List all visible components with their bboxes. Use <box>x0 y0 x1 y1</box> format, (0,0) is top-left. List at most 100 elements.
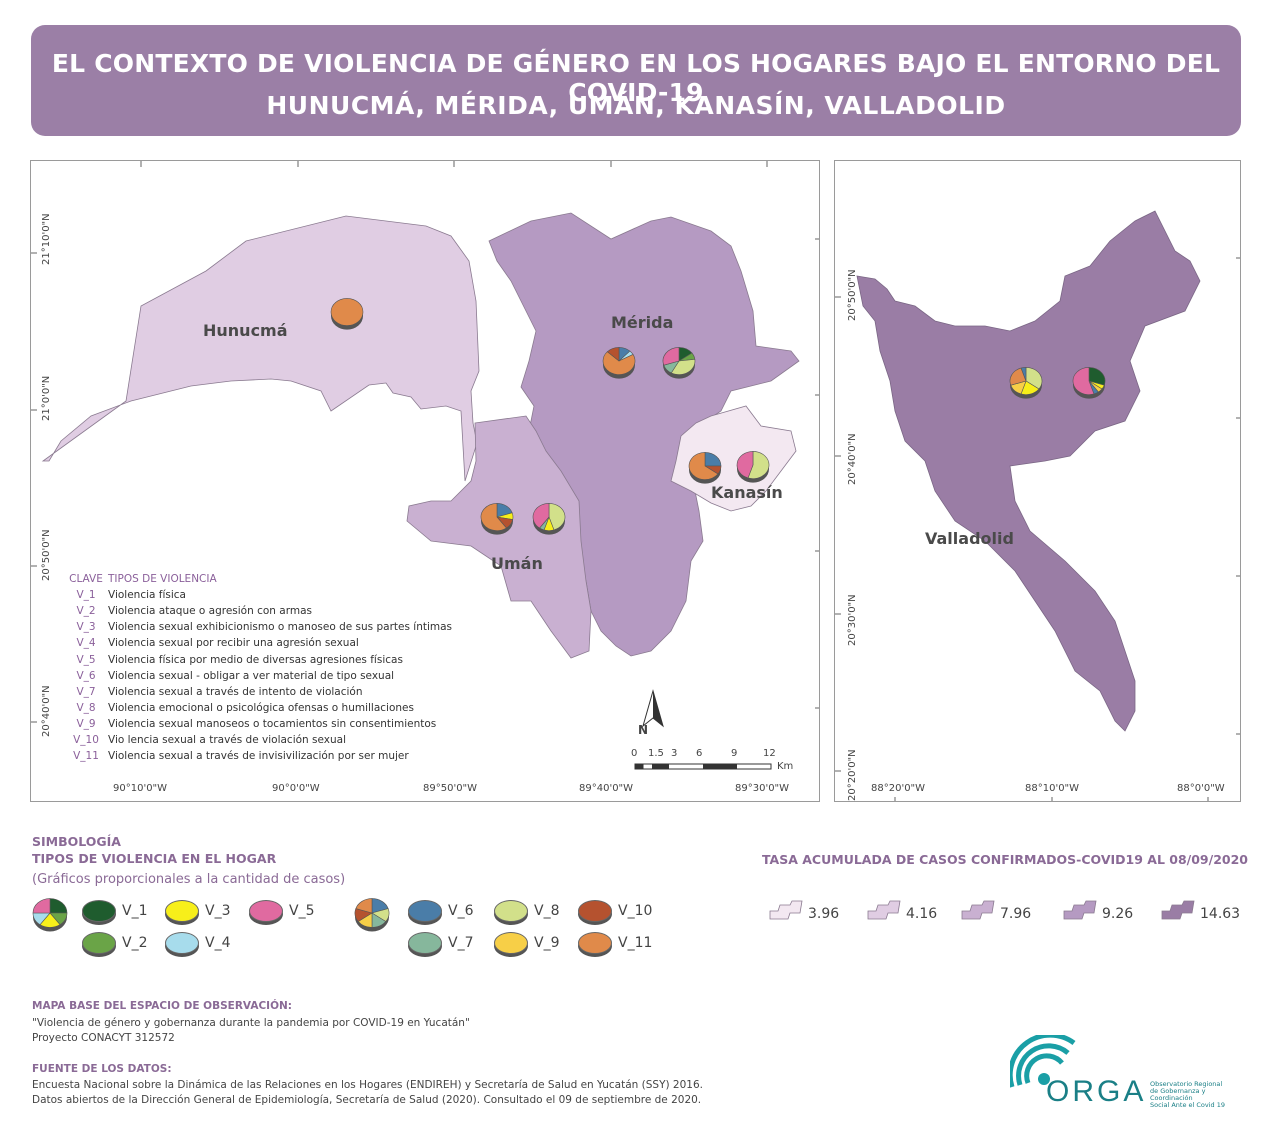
uman-area <box>406 415 592 659</box>
rate-swatch <box>961 900 995 920</box>
lat-label: 20°40'0"N <box>847 433 858 485</box>
symbology-item: V_10 <box>578 900 652 922</box>
pie-slice <box>371 908 390 922</box>
orga-line-2: de Gobernanza y Coordinación <box>1150 1087 1206 1102</box>
rate-swatch <box>867 900 901 920</box>
legend-row: V_5 Violencia física por medio de diversa… <box>64 651 452 667</box>
symbology-note: (Gráficos proporcionales a la cantidad d… <box>32 872 346 887</box>
scale-tick: 12 <box>763 748 776 759</box>
symbology-label: V_4 <box>205 935 231 951</box>
base-line-2: Proyecto CONACYT 312572 <box>32 1032 175 1044</box>
lon-label: 88°10'0"W <box>1025 783 1080 794</box>
color-swatch <box>165 900 199 922</box>
title-banner: EL CONTEXTO DE VIOLENCIA DE GÉNERO EN LO… <box>31 25 1241 136</box>
symbology-item: V_9 <box>494 932 559 954</box>
color-swatch <box>165 932 199 954</box>
legend-row: V_9 Violencia sexual manoseos o tocamient… <box>64 716 452 732</box>
symbology-title: SIMBOLOGÍA <box>32 834 121 849</box>
lat-label: 20°50'0"N <box>41 529 52 581</box>
legend-key: V_6 <box>76 669 96 682</box>
color-swatch <box>494 900 528 922</box>
pie-slice <box>354 908 373 922</box>
rate-swatch <box>1161 900 1195 920</box>
legend-label: Violencia sexual - obligar a ver materia… <box>108 669 395 682</box>
source-title: FUENTE DE LOS DATOS: <box>32 1063 172 1075</box>
pie-slice <box>1088 367 1106 386</box>
legend-row: V_1 Violencia física <box>64 587 452 603</box>
pie-slice <box>670 358 696 375</box>
symbology-item: V_7 <box>408 932 473 954</box>
symbology-subtitle: TIPOS DE VIOLENCIA EN EL HOGAR <box>32 851 277 866</box>
legend-label: Violencia sexual por recibir una agresió… <box>108 637 359 650</box>
pie-slice <box>1072 367 1095 395</box>
lon-label: 89°50'0"W <box>423 783 478 794</box>
legend-key: V_1 <box>76 589 96 602</box>
pies-left <box>330 298 770 535</box>
title-line-2: HUNUCMÁ, MÉRIDA, UMÁN, KANASÍN, VALLADOL… <box>266 91 1006 120</box>
symbology-label: V_2 <box>122 935 148 951</box>
place-valladolid: Valladolid <box>925 529 1014 548</box>
base-title: MAPA BASE DEL ESPACIO DE OBSERVACIÓN: <box>32 1000 292 1012</box>
legend-label: Violencia sexual exhibicionismo o manose… <box>108 621 453 634</box>
symbology-label: V_10 <box>618 903 653 919</box>
color-swatch <box>249 900 283 922</box>
symbology-item: V_8 <box>494 900 559 922</box>
orga-line-3: Social Ante el Covid 19 <box>1150 1101 1226 1109</box>
color-swatch <box>82 900 116 922</box>
rate-value: 4.16 <box>906 906 938 922</box>
scale-tick: 1.5 <box>648 748 664 759</box>
place-merida: Mérida <box>611 313 674 332</box>
source-line-2: Datos abiertos de la Dirección General d… <box>32 1094 702 1106</box>
rate-class: 7.96 <box>960 898 1031 922</box>
legend-label: Violencia sexual a través de intento de … <box>108 685 363 698</box>
map-left-svg <box>31 161 819 770</box>
pie-slice <box>330 298 364 326</box>
symbology-item: V_4 <box>165 932 230 954</box>
symbology-item: V_5 <box>249 900 314 922</box>
symbology-item: V_2 <box>82 932 147 954</box>
legend-row: V_6 Violencia sexual - obligar a ver mate… <box>64 668 452 684</box>
pie-slice <box>662 347 680 366</box>
lon-label: 89°40'0"W <box>579 783 634 794</box>
pie-uman-a <box>480 503 514 535</box>
hunucma-area <box>41 215 480 482</box>
lat-label: 21°0'0"N <box>41 375 52 421</box>
orga-line-1: Observatorio Regional <box>1150 1080 1223 1088</box>
legend-key: V_3 <box>76 621 96 634</box>
rate-class: 3.96 <box>768 898 839 922</box>
lat-label: 21°10'0"N <box>41 213 52 265</box>
map-right-svg <box>835 210 1240 801</box>
pies-right <box>1009 367 1106 399</box>
color-swatch <box>408 900 442 922</box>
pie-hunucma <box>330 298 364 330</box>
pie-slice <box>1025 367 1043 390</box>
pie-slice <box>1020 367 1027 382</box>
scale-tick: 0 <box>631 748 638 759</box>
pie-slice <box>532 503 550 529</box>
legend-label: Violencia emocional o psicológica ofensa… <box>108 701 414 714</box>
pie-slice <box>49 898 68 914</box>
map-right-frame: 20°50'0"N 20°40'0"N 20°30'0"N 20°20'0"N … <box>834 160 1241 802</box>
lat-label: 20°30'0"N <box>847 594 858 646</box>
scale-tick: 6 <box>696 748 703 759</box>
lon-label: 88°20'0"W <box>871 783 926 794</box>
legend-row: V_2 Violencia ataque o agresión con armas <box>64 603 452 619</box>
map-left-frame: 21°10'0"N 21°0'0"N 20°50'0"N 20°40'0"N 9… <box>30 160 820 802</box>
pie-slice <box>736 451 754 479</box>
legend-label: Violencia física <box>108 589 186 602</box>
pie-merida-a <box>602 347 636 379</box>
legend-key: V_8 <box>76 701 96 714</box>
lat-label: 20°50'0"N <box>847 269 858 321</box>
lon-label: 90°0'0"W <box>272 783 320 794</box>
pie-merida-b <box>662 347 696 379</box>
legend-key: V_11 <box>73 750 99 763</box>
legend-key: V_4 <box>76 637 96 650</box>
pie-uman-b <box>532 503 566 535</box>
pie-slice <box>704 452 722 467</box>
rate-value: 3.96 <box>808 906 840 922</box>
legend-header-key: CLAVE <box>69 573 103 586</box>
orga-tagline: Observatorio Regional de Gobernanza y Co… <box>1150 1081 1250 1109</box>
legend-label: Violencia física por medio de diversas a… <box>108 653 403 666</box>
pie-slice <box>606 347 620 362</box>
legend-row: V_7 Violencia sexual a través de intento … <box>64 684 452 700</box>
